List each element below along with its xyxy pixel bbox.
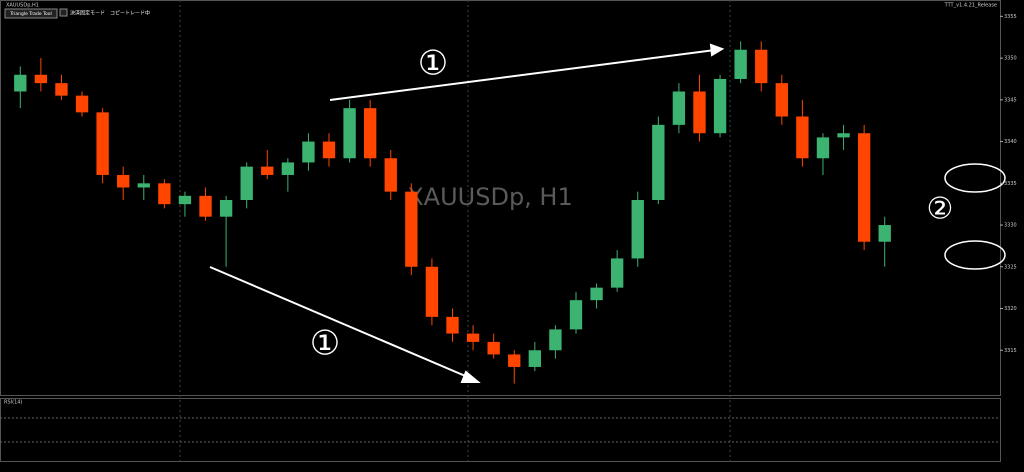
candle-body xyxy=(528,350,541,367)
candle-body xyxy=(322,141,336,159)
button-label[interactable]: Triangle Trade Tool xyxy=(9,11,52,17)
candle-body xyxy=(137,183,150,188)
candle-body xyxy=(34,74,48,84)
candle-body xyxy=(261,166,274,175)
candle-body xyxy=(549,329,562,351)
candle-body xyxy=(158,183,171,205)
copy-label: コピートレード中 xyxy=(110,10,150,17)
y-tick-label: 3335 xyxy=(1004,181,1017,187)
rsi-frame xyxy=(0,398,1001,462)
candle-body xyxy=(446,316,459,334)
candle-body xyxy=(610,258,624,288)
candle-body xyxy=(631,200,644,259)
highlight xyxy=(944,240,1006,270)
y-tick-label: 3345 xyxy=(1004,97,1017,103)
candle-body xyxy=(693,91,706,134)
mode-label: 決済固定モード xyxy=(70,10,105,17)
y-tick-label: 3340 xyxy=(1004,139,1017,145)
button[interactable] xyxy=(4,8,58,19)
candle-body xyxy=(672,91,686,125)
rsi-label: RSI(14) xyxy=(4,400,22,406)
candle-body xyxy=(281,162,295,175)
candle-body xyxy=(364,108,377,159)
candle-body xyxy=(569,300,583,330)
candle-body xyxy=(878,225,891,242)
candle-body xyxy=(425,266,439,317)
checkbox[interactable] xyxy=(59,8,68,17)
y-tick-label: 3330 xyxy=(1004,223,1017,229)
candle-body xyxy=(178,195,192,205)
candle-body xyxy=(75,95,89,113)
candle-body xyxy=(302,141,315,163)
toolbar: Triangle Trade Tool 決済固定モード コピートレード中 xyxy=(4,8,150,19)
y-tick-label: 3320 xyxy=(1004,306,1017,312)
version: TTT_v1.4.21_Release xyxy=(944,3,997,9)
candle-body xyxy=(857,133,871,242)
candle-body xyxy=(713,78,727,134)
arrows xyxy=(209,43,725,383)
candle-body xyxy=(405,191,418,267)
candle-body xyxy=(796,116,809,159)
candle-body xyxy=(487,341,500,355)
candle-body xyxy=(199,195,212,217)
candle-body xyxy=(734,49,747,79)
y-tick-label: 3315 xyxy=(1004,348,1017,354)
y-tick-label: 3350 xyxy=(1004,56,1017,62)
candle-body xyxy=(508,354,521,367)
candle-body xyxy=(55,83,68,96)
candle-body xyxy=(384,158,397,192)
candle-body xyxy=(117,174,130,188)
candle-body xyxy=(775,83,788,117)
candle-body xyxy=(837,133,850,138)
watermark: XAUUSDp, H1 xyxy=(407,183,573,211)
highlight xyxy=(944,163,1006,193)
candle-body xyxy=(219,200,233,217)
candle-body xyxy=(343,108,356,159)
annotation: ② xyxy=(927,192,954,227)
candle-body xyxy=(816,137,830,159)
candle-body xyxy=(652,124,665,200)
candle-body xyxy=(14,74,27,92)
symbol: XAUUSDp,H1 xyxy=(6,3,39,9)
y-tick-label: 3325 xyxy=(1004,264,1017,270)
candle-body xyxy=(590,287,603,301)
main-frame xyxy=(0,0,1001,396)
annotation: ① xyxy=(310,324,340,364)
y-tick-label: 3355 xyxy=(1004,14,1017,20)
candle-body xyxy=(240,166,253,200)
annotation: ① xyxy=(418,44,448,84)
candle-body xyxy=(755,49,768,84)
candle-body xyxy=(96,112,109,175)
candle-body xyxy=(466,333,480,342)
